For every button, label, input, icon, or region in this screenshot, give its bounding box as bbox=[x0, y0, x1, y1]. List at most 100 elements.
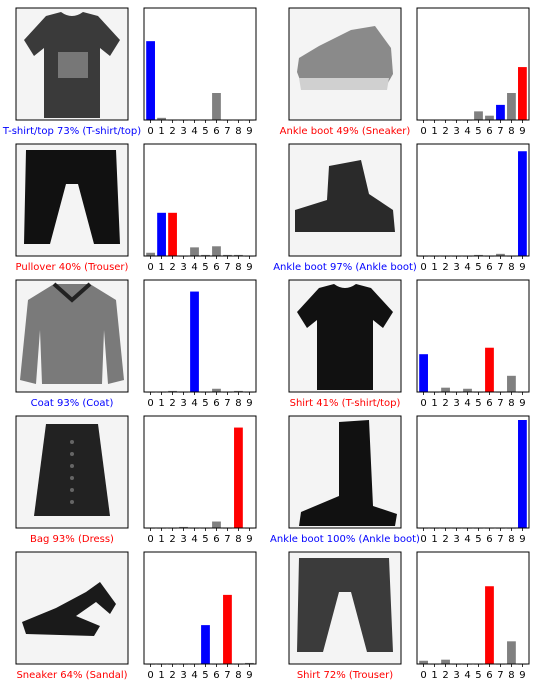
x-tick-label: 2 bbox=[442, 534, 448, 545]
prob-bar bbox=[474, 111, 483, 120]
sneaker-sole bbox=[299, 78, 389, 90]
x-tick-label: 7 bbox=[497, 126, 503, 137]
x-tick-label: 9 bbox=[519, 534, 525, 545]
x-tick-label: 0 bbox=[147, 262, 153, 273]
image-caption: Pullover 40% (Trouser) bbox=[16, 262, 129, 273]
x-tick-label: 6 bbox=[486, 670, 492, 681]
skirt-button bbox=[70, 452, 74, 456]
x-tick-label: 3 bbox=[180, 126, 186, 137]
x-tick-label: 5 bbox=[202, 262, 208, 273]
x-tick-label: 8 bbox=[508, 534, 514, 545]
prediction-panel: Coat 93% (Coat) 0 1 2 3 4 5 6 7 8 9 bbox=[16, 280, 256, 409]
x-tick-label: 6 bbox=[213, 670, 219, 681]
x-tick-label: 4 bbox=[464, 670, 470, 681]
x-tick-label: 3 bbox=[453, 534, 459, 545]
x-tick-label: 1 bbox=[431, 534, 437, 545]
x-tick-label: 5 bbox=[475, 670, 481, 681]
x-tick-label: 2 bbox=[169, 126, 175, 137]
x-tick-label: 4 bbox=[464, 398, 470, 409]
x-tick-label: 9 bbox=[246, 126, 252, 137]
image-caption: Shirt 72% (Trouser) bbox=[297, 670, 393, 681]
x-tick-label: 9 bbox=[246, 534, 252, 545]
image-caption: Sneaker 64% (Sandal) bbox=[16, 670, 127, 681]
x-tick-label: 5 bbox=[475, 398, 481, 409]
x-tick-label: 6 bbox=[213, 126, 219, 137]
prediction-panel: Pullover 40% (Trouser) 0 1 2 3 4 5 6 7 8 9 bbox=[16, 144, 256, 273]
image-caption: T-shirt/top 73% (T-shirt/top) bbox=[2, 126, 141, 137]
x-tick-label: 1 bbox=[431, 126, 437, 137]
prob-bar bbox=[507, 641, 516, 664]
x-tick-label: 7 bbox=[224, 262, 230, 273]
prediction-panel: T-shirt/top 73% (T-shirt/top) 0 1 2 3 4 5 6 7 8 9 bbox=[2, 8, 256, 137]
x-tick-label: 5 bbox=[202, 670, 208, 681]
x-tick-label: 3 bbox=[453, 670, 459, 681]
x-tick-label: 4 bbox=[464, 534, 470, 545]
bar-chart-background bbox=[144, 552, 256, 664]
x-tick-label: 2 bbox=[169, 398, 175, 409]
x-tick-label: 8 bbox=[508, 126, 514, 137]
x-tick-label: 6 bbox=[486, 398, 492, 409]
bar-chart-background bbox=[417, 144, 529, 256]
prob-bar bbox=[157, 213, 166, 256]
prob-bar bbox=[212, 93, 221, 120]
x-tick-label: 5 bbox=[202, 534, 208, 545]
prob-bar bbox=[201, 625, 210, 664]
prediction-panel: Ankle boot 49% (Sneaker) 0 1 2 3 4 5 6 7 8 9 bbox=[280, 8, 529, 137]
x-tick-label: 6 bbox=[486, 126, 492, 137]
x-tick-label: 6 bbox=[486, 262, 492, 273]
skirt-button bbox=[70, 440, 74, 444]
x-tick-label: 4 bbox=[464, 126, 470, 137]
x-tick-label: 0 bbox=[147, 534, 153, 545]
skirt-button bbox=[70, 488, 74, 492]
bar-chart-background bbox=[144, 280, 256, 392]
prob-bar bbox=[441, 660, 450, 664]
image-caption: Ankle boot 49% (Sneaker) bbox=[280, 126, 411, 137]
x-tick-label: 8 bbox=[508, 398, 514, 409]
x-tick-label: 1 bbox=[158, 670, 164, 681]
x-tick-label: 2 bbox=[169, 262, 175, 273]
prob-bar bbox=[485, 586, 494, 664]
prob-bar bbox=[212, 246, 221, 256]
x-tick-label: 5 bbox=[475, 534, 481, 545]
x-tick-label: 8 bbox=[235, 126, 241, 137]
x-tick-label: 7 bbox=[224, 534, 230, 545]
x-tick-label: 3 bbox=[453, 126, 459, 137]
x-tick-label: 7 bbox=[224, 670, 230, 681]
x-tick-label: 5 bbox=[475, 126, 481, 137]
x-tick-label: 1 bbox=[158, 534, 164, 545]
prediction-panel: Shirt 72% (Trouser) 0 1 2 3 4 5 6 7 8 9 bbox=[289, 552, 529, 681]
x-tick-label: 0 bbox=[147, 126, 153, 137]
x-tick-label: 2 bbox=[169, 670, 175, 681]
x-tick-label: 8 bbox=[508, 262, 514, 273]
x-tick-label: 7 bbox=[224, 398, 230, 409]
x-tick-label: 9 bbox=[246, 262, 252, 273]
bar-chart-background bbox=[144, 8, 256, 120]
x-tick-label: 6 bbox=[213, 398, 219, 409]
prob-bar bbox=[507, 93, 516, 120]
x-tick-label: 0 bbox=[420, 262, 426, 273]
bar-chart-background bbox=[417, 416, 529, 528]
prob-bar bbox=[518, 67, 527, 120]
prob-bar bbox=[485, 348, 494, 392]
skirt-button bbox=[70, 464, 74, 468]
prob-bar bbox=[518, 151, 527, 256]
bar-chart-background bbox=[417, 280, 529, 392]
x-tick-label: 1 bbox=[431, 398, 437, 409]
x-tick-label: 9 bbox=[519, 262, 525, 273]
x-tick-label: 4 bbox=[191, 398, 197, 409]
x-tick-label: 9 bbox=[246, 398, 252, 409]
prob-bar bbox=[441, 388, 450, 392]
x-tick-label: 6 bbox=[213, 534, 219, 545]
x-tick-label: 2 bbox=[169, 534, 175, 545]
tshirt-print bbox=[58, 52, 88, 78]
prediction-panel: Ankle boot 97% (Ankle boot) 0 1 2 3 4 5 6 7 8 9 bbox=[273, 144, 529, 273]
x-tick-label: 9 bbox=[519, 126, 525, 137]
x-tick-label: 7 bbox=[497, 398, 503, 409]
x-tick-label: 0 bbox=[147, 670, 153, 681]
x-tick-label: 1 bbox=[158, 398, 164, 409]
image-caption: Shirt 41% (T-shirt/top) bbox=[290, 398, 401, 409]
x-tick-label: 9 bbox=[246, 670, 252, 681]
image-caption: Ankle boot 97% (Ankle boot) bbox=[273, 262, 417, 273]
prob-bar bbox=[496, 105, 505, 120]
